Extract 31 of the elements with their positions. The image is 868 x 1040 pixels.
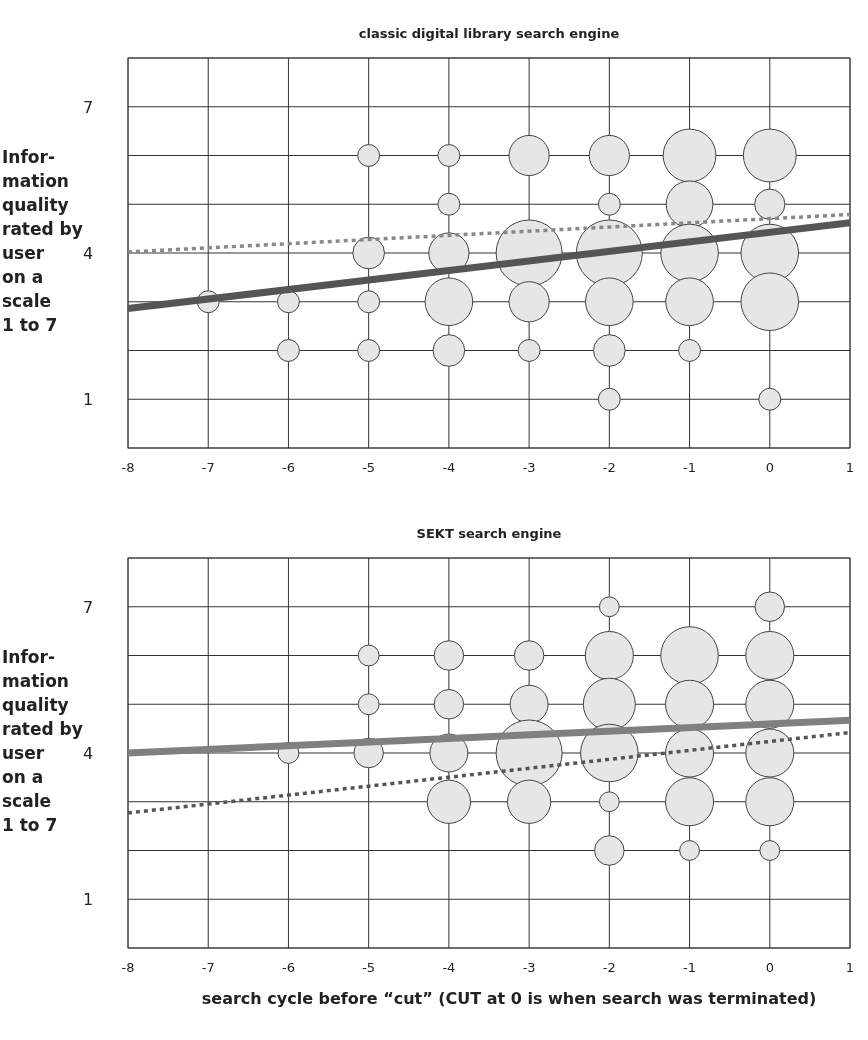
x-tick-label: -1: [683, 460, 697, 475]
x-tick-label: 1: [845, 960, 855, 975]
x-tick-label: -7: [201, 460, 215, 475]
y-tick-label: 7: [82, 597, 94, 617]
x-tick-label: -8: [121, 960, 135, 975]
y-tick-label: 4: [82, 744, 94, 763]
x-tick-label: -4: [442, 960, 456, 975]
x-tick-label: -5: [362, 460, 376, 475]
chart-title: classic digital library search engine: [358, 26, 620, 41]
chart-title: SEKT search engine: [416, 526, 562, 541]
x-tick-label: 0: [765, 960, 774, 975]
y-tick-label: 1: [82, 890, 94, 910]
x-tick-label: -2: [602, 960, 616, 975]
x-tick-label: -7: [201, 960, 215, 975]
x-tick-label: -3: [522, 460, 536, 475]
y-axis-title: Infor- mation quality rated by user on a scale 1 to 7: [2, 647, 83, 835]
y-axis-title: Infor- mation quality rated by user on a scale 1 to 7: [2, 147, 83, 335]
x-tick-label: -5: [362, 960, 376, 975]
x-tick-label: -8: [121, 460, 135, 475]
x-tick-label: -6: [281, 460, 295, 475]
x-tick-label: -1: [683, 960, 697, 975]
x-axis-title: search cycle before “cut” (CUT at 0 is when search was terminated): [201, 989, 817, 1008]
y-tick-label: 7: [82, 97, 94, 117]
x-tick-label: -2: [602, 460, 616, 475]
y-tick-label: 1: [82, 390, 94, 410]
y-tick-label: 4: [82, 244, 94, 263]
x-tick-label: 0: [765, 460, 774, 475]
x-tick-label: -6: [281, 960, 295, 975]
x-tick-label: -3: [522, 960, 536, 975]
x-tick-label: -4: [442, 460, 456, 475]
x-tick-label: 1: [845, 460, 855, 475]
